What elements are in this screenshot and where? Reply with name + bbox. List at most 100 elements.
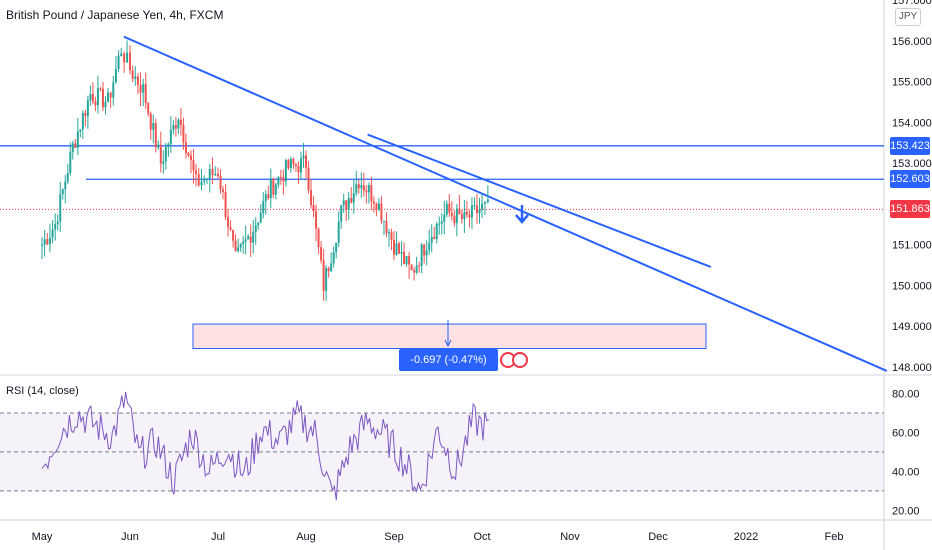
candle-body <box>43 239 46 245</box>
candle-body <box>294 164 297 167</box>
price-tick-label: 156.000 <box>892 36 932 48</box>
candle-body <box>410 264 413 271</box>
candle-body <box>337 221 340 243</box>
candle-body <box>219 176 222 190</box>
price-tick-label: 154.000 <box>892 117 932 129</box>
candle-body <box>214 173 217 176</box>
candle-body <box>109 92 112 98</box>
price-badge-current: 151.863 <box>890 200 930 219</box>
candle-body <box>365 190 368 193</box>
candle-body <box>197 174 200 186</box>
candle-body <box>385 220 388 234</box>
candle-body <box>107 92 109 102</box>
candle-body <box>330 263 333 272</box>
candle-body <box>142 84 145 93</box>
candle-body <box>249 236 252 243</box>
candle-body <box>486 199 489 203</box>
rsi-tick-label: 40.00 <box>892 466 920 478</box>
candle-body <box>460 214 463 219</box>
candle-body <box>455 208 458 224</box>
candle-body <box>94 101 97 106</box>
candle-body <box>79 129 82 132</box>
candle-body <box>395 243 398 255</box>
candle-body <box>413 270 416 273</box>
rsi-tick-label: 20.00 <box>892 505 920 517</box>
candle-body <box>367 185 370 193</box>
candle-body <box>332 251 335 264</box>
candle-body <box>159 144 162 164</box>
price-tick-label: 150.000 <box>892 280 932 292</box>
candle-body <box>179 119 182 126</box>
candle-body <box>208 168 211 179</box>
candle-body <box>232 229 235 241</box>
candle-body <box>74 143 77 148</box>
candle-body <box>269 178 272 199</box>
candle-body <box>120 53 123 57</box>
candle-body <box>239 244 242 248</box>
candle-body <box>167 144 170 147</box>
candle-body <box>463 211 466 219</box>
currency-button[interactable]: JPY <box>895 8 921 26</box>
candle-body <box>483 202 486 204</box>
price-tick-label: 148.000 <box>892 362 932 374</box>
time-tick-label: Oct <box>473 531 490 543</box>
candle-body <box>229 227 232 230</box>
candle-body <box>327 268 330 272</box>
candle-body <box>453 215 456 224</box>
candle-body <box>152 122 155 130</box>
candle-body <box>387 232 390 234</box>
candle-body <box>458 208 461 215</box>
trendline <box>367 133 712 268</box>
candle-body <box>317 228 320 248</box>
candle-body <box>48 237 51 245</box>
candle-body <box>284 160 287 182</box>
candle-body <box>71 143 74 153</box>
candle-body <box>154 122 157 148</box>
candle-body <box>473 205 476 207</box>
candle-body <box>200 181 203 186</box>
time-tick-label: Nov <box>560 531 580 543</box>
time-tick-label: Dec <box>648 531 668 543</box>
candle-body <box>445 203 448 215</box>
candle-body <box>428 242 431 251</box>
candle-body <box>350 198 353 203</box>
candle-body <box>475 205 478 214</box>
candle-body <box>123 53 126 63</box>
candle-body <box>320 247 323 261</box>
candle-body <box>307 167 310 191</box>
candle-body <box>468 214 471 218</box>
candle-body <box>126 52 129 63</box>
price-tick-label: 157.000 <box>892 0 932 7</box>
time-tick-label: Jun <box>121 531 139 543</box>
candle-body <box>244 239 247 242</box>
candle-body <box>234 240 237 252</box>
arrow-down-icon <box>515 205 529 224</box>
candle-body <box>237 247 240 252</box>
candle-body <box>465 211 468 215</box>
candle-body <box>69 152 72 174</box>
candle-body <box>345 200 348 210</box>
candle-body <box>340 205 343 222</box>
candle-body <box>112 82 115 98</box>
price-tick-label: 149.000 <box>892 321 932 333</box>
candle-body <box>440 221 443 224</box>
candle-body <box>114 69 117 83</box>
candle-body <box>448 203 451 213</box>
candle-body <box>277 177 280 185</box>
candle-body <box>377 203 380 210</box>
candle-body <box>347 198 350 210</box>
candle-body <box>149 113 152 130</box>
candle-body <box>292 158 295 165</box>
candle-body <box>131 70 134 79</box>
time-tick-label: 2022 <box>734 531 758 543</box>
candle-body <box>51 229 54 238</box>
time-tick-label: May <box>32 531 53 543</box>
candle-body <box>104 101 107 108</box>
candle-body <box>182 125 185 143</box>
candle-body <box>481 203 483 210</box>
candle-body <box>157 144 160 148</box>
candle-body <box>370 185 373 202</box>
candle-body <box>89 94 92 101</box>
rsi-line <box>41 391 489 501</box>
